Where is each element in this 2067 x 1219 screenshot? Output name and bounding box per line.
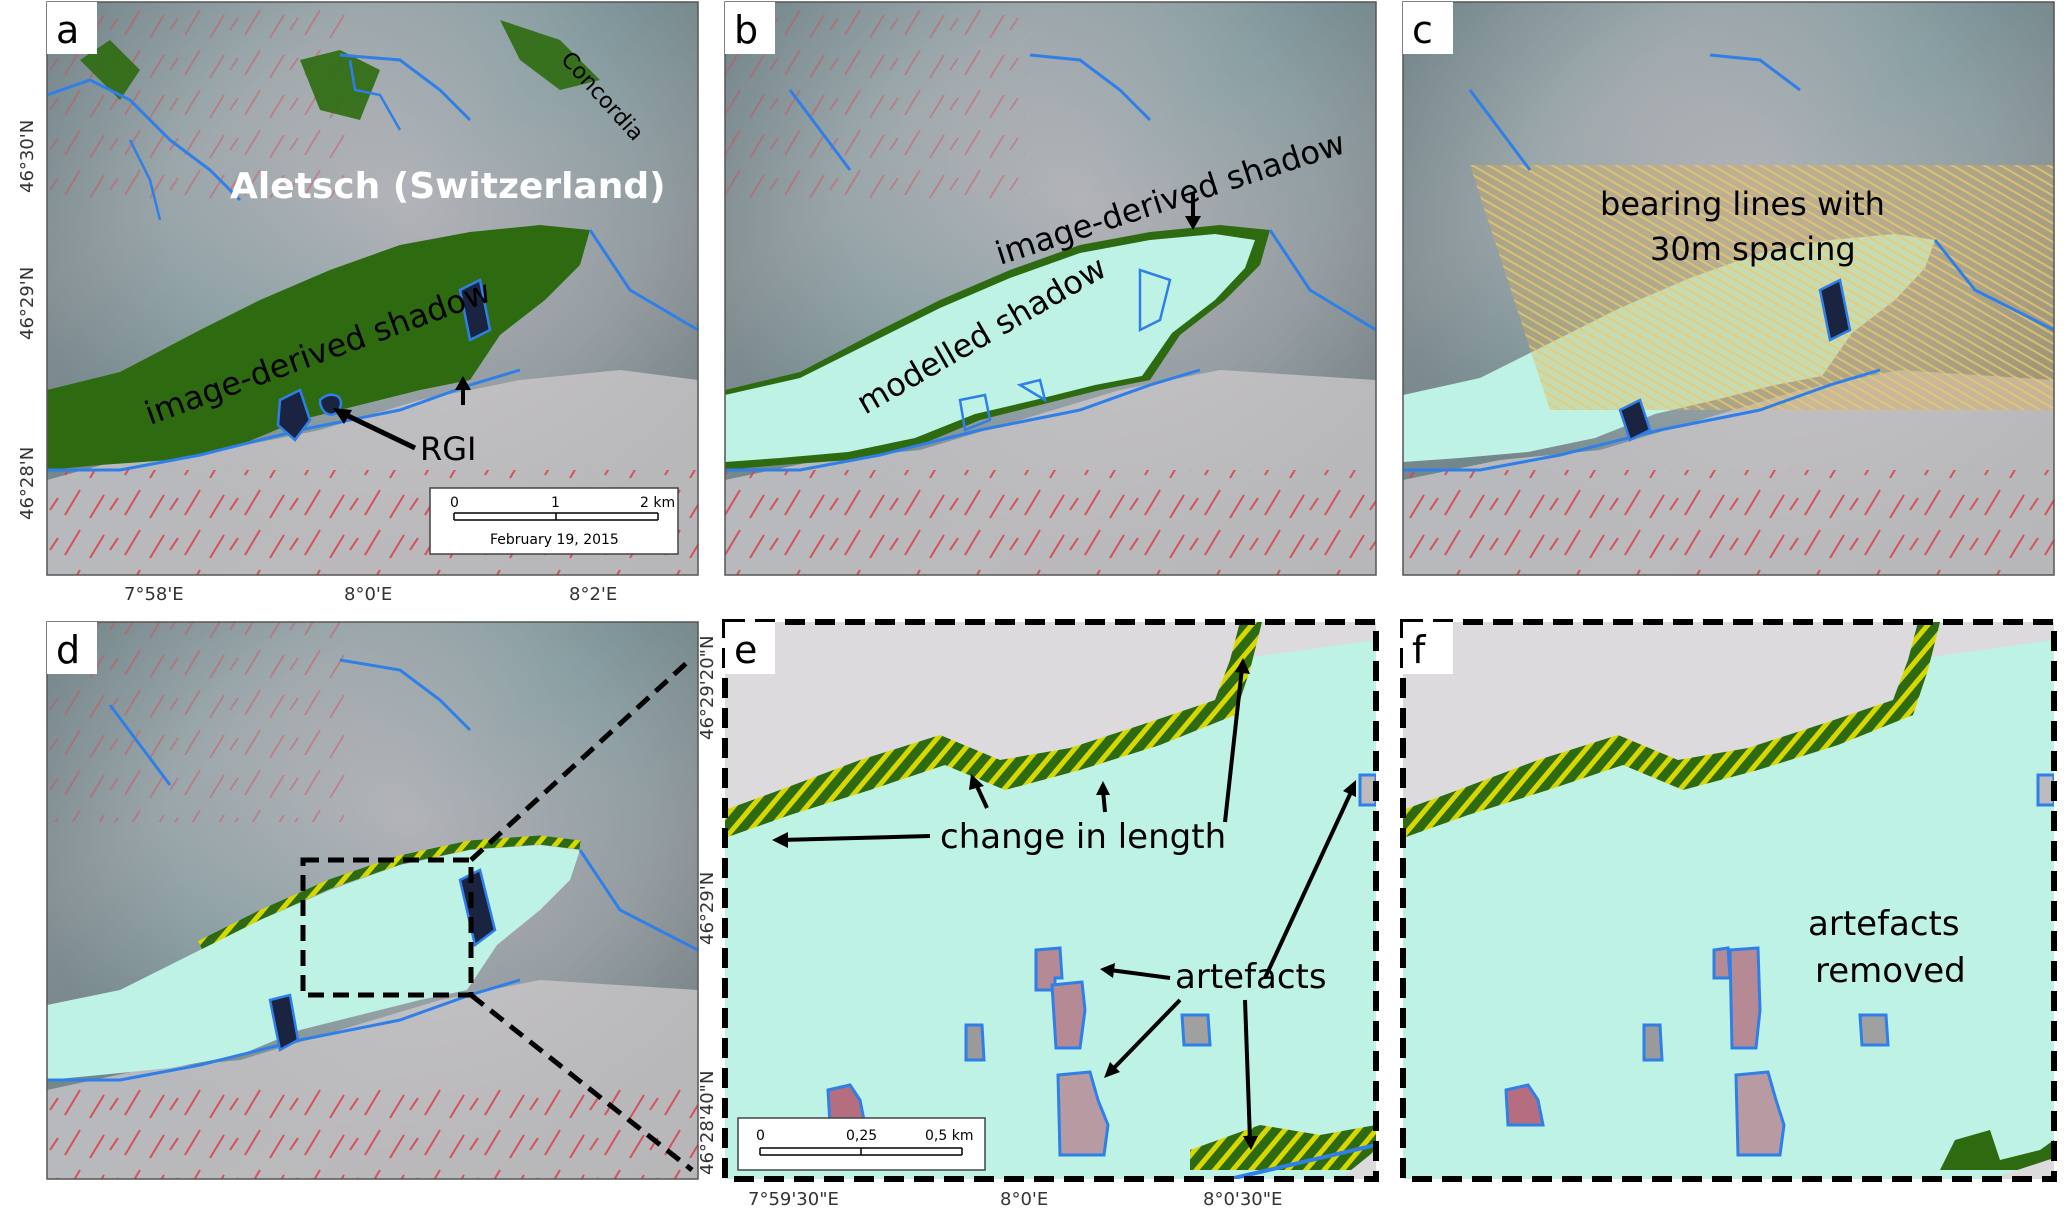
change-in-length-band-f <box>1403 622 1940 838</box>
scale-a-tick-2: 2 km <box>640 495 675 511</box>
panel-c-letter: c <box>1412 8 1433 52</box>
panel-d-frame <box>46 621 699 1180</box>
bearing-label-line1: bearing lines with <box>1600 185 1885 223</box>
panel-b-frame <box>724 1 1377 576</box>
rgi-outline-c <box>1403 53 2054 472</box>
panel-f <box>1403 622 2054 1179</box>
lon-label-1: 7°58'E <box>124 584 184 605</box>
sunlit-terrain-e <box>725 622 1376 810</box>
panel-c <box>1403 2 2054 575</box>
panel-e <box>725 622 1376 1179</box>
change-in-length-label: change in length <box>940 817 1226 857</box>
bearing-lines-overlay <box>1470 165 2054 410</box>
artefacts-removed-line1: artefacts <box>1808 904 1960 944</box>
lat-label-1: 46°30'N <box>17 120 38 193</box>
artefacts-removed-line2: removed <box>1815 951 1966 991</box>
rgi-outline <box>47 53 698 472</box>
panel-e-letter: e <box>734 628 757 672</box>
panel-a <box>47 2 698 575</box>
lat-label-3: 46°28'N <box>17 447 38 520</box>
scale-bar-a: 0 1 2 km February 19, 2015 <box>429 487 679 555</box>
scale-bar-e: 0 0,25 0,5 km <box>737 1117 986 1171</box>
rgi-outline-nunatak <box>276 278 492 442</box>
rgi-arrow <box>340 410 417 451</box>
lon-label-3: 8°2'E <box>569 584 617 605</box>
bearing-label-line2: 30m spacing <box>1650 230 1856 268</box>
rgi-label: RGI <box>420 430 476 468</box>
artefacts-label: artefacts <box>1175 957 1327 997</box>
panel-d-letter: d <box>56 628 80 672</box>
panel-c-frame <box>1402 1 2055 576</box>
change-in-length-edge-d <box>197 835 581 950</box>
panel-a-letter: a <box>56 8 79 52</box>
lon-label-e-1: 7°59'30"E <box>748 1189 839 1210</box>
lat-label-e-1: 46°29'20"N <box>697 636 718 740</box>
remaining-nunataks-f <box>1504 946 1890 1157</box>
zoom-box <box>300 857 474 998</box>
panel-b <box>725 2 1376 575</box>
change-in-length-band <box>725 622 1262 838</box>
panel-a-frame <box>46 1 699 576</box>
scale-e-tick-2: 0,5 km <box>925 1128 973 1144</box>
artefact-patches-e <box>826 946 1212 1157</box>
panel-f-letter: f <box>1412 628 1427 672</box>
scale-e-tick-0: 0 <box>756 1128 765 1144</box>
lon-label-2: 8°0'E <box>344 584 392 605</box>
lat-label-e-2: 46°29'N <box>697 872 718 945</box>
lon-label-e-2: 8°0'E <box>1000 1189 1048 1210</box>
site-label: Aletsch (Switzerland) <box>230 166 666 207</box>
rgi-outline-b <box>725 53 1376 472</box>
sunlit-terrain-f <box>1403 622 2054 810</box>
modelled-shadow-area-d <box>47 845 580 1080</box>
scale-a-tick-0: 0 <box>450 495 459 511</box>
lat-label-2: 46°29'N <box>17 267 38 340</box>
lon-label-e-3: 8°0'30"E <box>1203 1189 1282 1210</box>
rgi-outline-d <box>47 658 698 1082</box>
panel-f-frame <box>1400 619 2057 1182</box>
scale-a-date: February 19, 2015 <box>490 532 619 548</box>
image-derived-shadow-area <box>47 225 590 470</box>
scale-a-tick-1: 1 <box>551 495 560 511</box>
modelled-shadow-area <box>725 234 1255 462</box>
panel-b-letter: b <box>734 8 758 52</box>
lat-label-e-3: 46°28'40"N <box>697 1071 718 1175</box>
panel-e-frame <box>722 619 1379 1182</box>
panel-d <box>47 622 698 1179</box>
scale-e-tick-1: 0,25 <box>846 1128 877 1144</box>
zoom-connector-bottom <box>469 993 694 1172</box>
